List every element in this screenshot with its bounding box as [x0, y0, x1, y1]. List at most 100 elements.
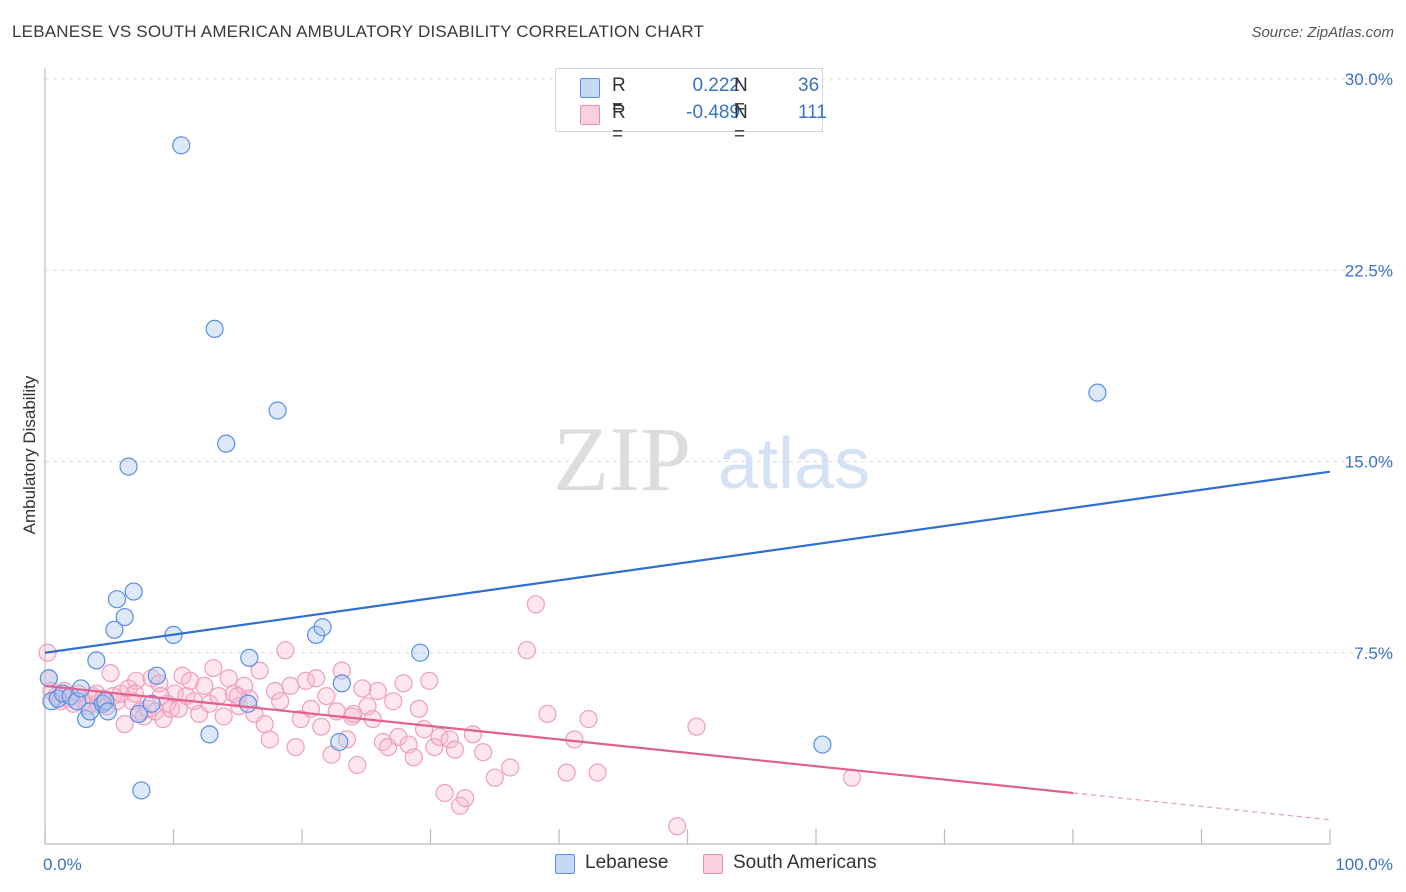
grid-lines [45, 78, 1392, 654]
south-americans-point [154, 709, 173, 729]
tick-labels: 7.5% 15.0% 22.5% 30.0% 0.0% 100.0% [43, 70, 1393, 874]
trend-lines [44, 470, 1331, 821]
south-americans-point [165, 684, 184, 703]
south-americans-trend-extension [1072, 792, 1331, 821]
lebanese-point [115, 607, 134, 627]
x-tick-label: 100.0% [1335, 855, 1393, 874]
lebanese-point [87, 651, 106, 670]
south-americans-point [260, 730, 279, 749]
south-americans-point [214, 707, 233, 726]
lebanese-point [411, 643, 430, 662]
south-americans-point [204, 658, 223, 678]
south-americans-point [687, 717, 706, 736]
legend-n-value: 111 [798, 102, 827, 123]
south-americans-point [250, 661, 269, 680]
south-americans-point [474, 743, 493, 762]
south-americans-point [353, 679, 372, 698]
lebanese-point [330, 732, 349, 752]
lebanese-point [98, 702, 118, 721]
lebanese-point [119, 457, 138, 476]
south-americans-point [344, 704, 363, 724]
south-americans-point [195, 676, 214, 696]
south-americans-trend-line [44, 684, 1074, 795]
lebanese-point [240, 648, 259, 667]
south-americans-point [317, 686, 336, 706]
south-americans-point [445, 740, 465, 759]
axes [44, 68, 1331, 845]
series-legend: Lebanese South Americans [0, 852, 1406, 878]
south-americans-point [501, 758, 520, 777]
legend-r-label: R = [612, 75, 626, 118]
south-americans-point [271, 692, 290, 711]
south-americans-point [219, 669, 238, 688]
watermark-atlas: atlas [718, 424, 870, 504]
south-americans-point [557, 763, 576, 782]
south-americans-point [414, 720, 434, 739]
lebanese-point [1088, 383, 1107, 402]
lebanese-point [39, 669, 58, 688]
south-americans-point [181, 671, 200, 690]
south-americans-point [276, 641, 295, 660]
legend-r-label: R = [612, 102, 626, 145]
legend-label: Lebanese [585, 852, 669, 873]
south-americans-point [384, 692, 403, 711]
source-label: Source: ZipAtlas.com [1251, 24, 1394, 41]
south-americans-point [668, 817, 687, 836]
lebanese-point [238, 694, 258, 713]
legend-n-value: 36 [798, 75, 820, 96]
y-axis-label: Ambulatory Disability [20, 375, 39, 534]
lebanese-point [124, 582, 143, 601]
lebanese-point [107, 590, 127, 609]
south-americans-point [255, 715, 274, 734]
watermark-zip: ZIP [553, 408, 691, 510]
legend-r-value: -0.489 [686, 102, 740, 123]
legend-n-label: N = [734, 102, 748, 145]
south-americans-point [588, 763, 607, 782]
south-americans-point [579, 709, 598, 729]
lebanese-legend-icon [555, 854, 575, 874]
lebanese-point [313, 618, 332, 637]
lebanese-point [129, 704, 148, 724]
lebanese-point [268, 401, 287, 420]
legend-label: South Americans [733, 852, 877, 873]
x-tick-label: 0.0% [43, 855, 82, 874]
south-americans-points [38, 595, 862, 836]
lebanese-trend-line [44, 470, 1331, 654]
south-americans-point [348, 755, 367, 775]
y-tick-label: 7.5% [1354, 644, 1393, 663]
legend-r-value: 0.222 [692, 75, 740, 96]
south-americans-point [420, 671, 439, 690]
lebanese-point [172, 136, 191, 155]
south-americans-point [404, 748, 423, 767]
south-americans-point [307, 669, 326, 688]
south-americans-point [312, 717, 331, 736]
y-tick-label: 15.0% [1345, 453, 1393, 472]
south-americans-point [209, 686, 228, 706]
south-americans-point [281, 676, 300, 696]
south-americans-swatch-icon [580, 105, 600, 125]
south-americans-point [538, 704, 557, 724]
south-americans-point [463, 725, 483, 744]
lebanese-point [147, 666, 166, 685]
south-americans-point [485, 768, 504, 787]
south-americans-point [435, 783, 454, 803]
lebanese-point [813, 735, 832, 754]
lebanese-points [39, 136, 1107, 800]
south-americans-point [526, 595, 545, 614]
south-americans-point [517, 641, 536, 660]
south-americans-point [389, 727, 408, 747]
lebanese-point [132, 781, 151, 800]
south-americans-point [456, 788, 475, 808]
legend-n-label: N = [734, 75, 748, 118]
lebanese-point [142, 694, 161, 713]
chart-title: LEBANESE VS SOUTH AMERICAN AMBULATORY DI… [12, 22, 705, 41]
south-americans-point [101, 664, 120, 683]
south-americans-point [368, 681, 387, 701]
south-americans-point [842, 768, 862, 787]
y-tick-label: 22.5% [1345, 261, 1393, 280]
lebanese-point [200, 725, 219, 744]
south-americans-point [425, 737, 444, 757]
lebanese-point [205, 319, 224, 338]
lebanese-point [217, 434, 236, 453]
